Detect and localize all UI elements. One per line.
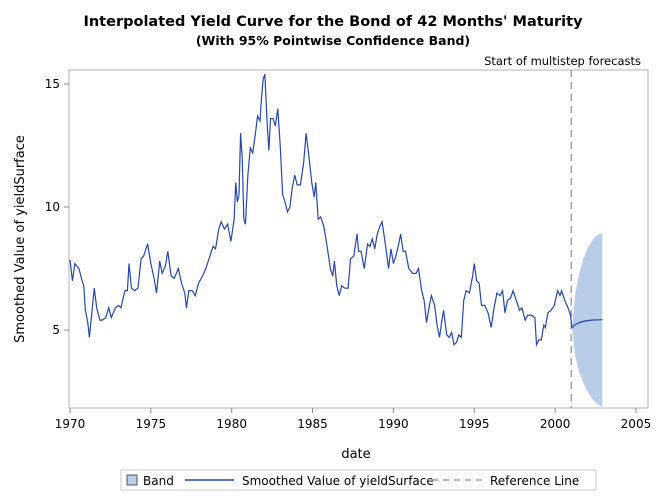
y-tick-label: 10 — [45, 200, 60, 214]
legend: Band Smoothed Value of yieldSurface Refe… — [120, 469, 597, 491]
legend-line-label: Smoothed Value of yieldSurface — [242, 474, 434, 488]
legend-band-swatch — [126, 474, 138, 486]
legend-frame — [120, 469, 597, 491]
x-tick-label: 1995 — [459, 417, 490, 431]
legend-reference-label: Reference Line — [490, 474, 579, 488]
x-tick-label: 1975 — [136, 417, 167, 431]
x-axis-label: date — [341, 447, 370, 462]
reference-line-label: Start of multistep forecasts — [484, 54, 641, 68]
x-tick-label: 2000 — [540, 417, 571, 431]
plot-frame — [68, 69, 649, 409]
y-tick-label: 5 — [52, 323, 60, 337]
y-axis-label: Smoothed Value of yieldSurface — [13, 135, 28, 343]
x-tick-label: 1990 — [378, 417, 409, 431]
series-line — [69, 73, 603, 348]
x-tick-label: 1985 — [297, 417, 328, 431]
legend-band-label: Band — [143, 474, 174, 488]
x-tick-label: 2005 — [621, 417, 652, 431]
x-tick-label: 1970 — [55, 417, 86, 431]
x-tick-label: 1980 — [216, 417, 247, 431]
chart-subtitle: (With 95% Pointwise Confidence Band) — [196, 33, 470, 48]
y-tick-label: 15 — [45, 77, 60, 91]
chart-title: Interpolated Yield Curve for the Bond of… — [83, 14, 583, 30]
